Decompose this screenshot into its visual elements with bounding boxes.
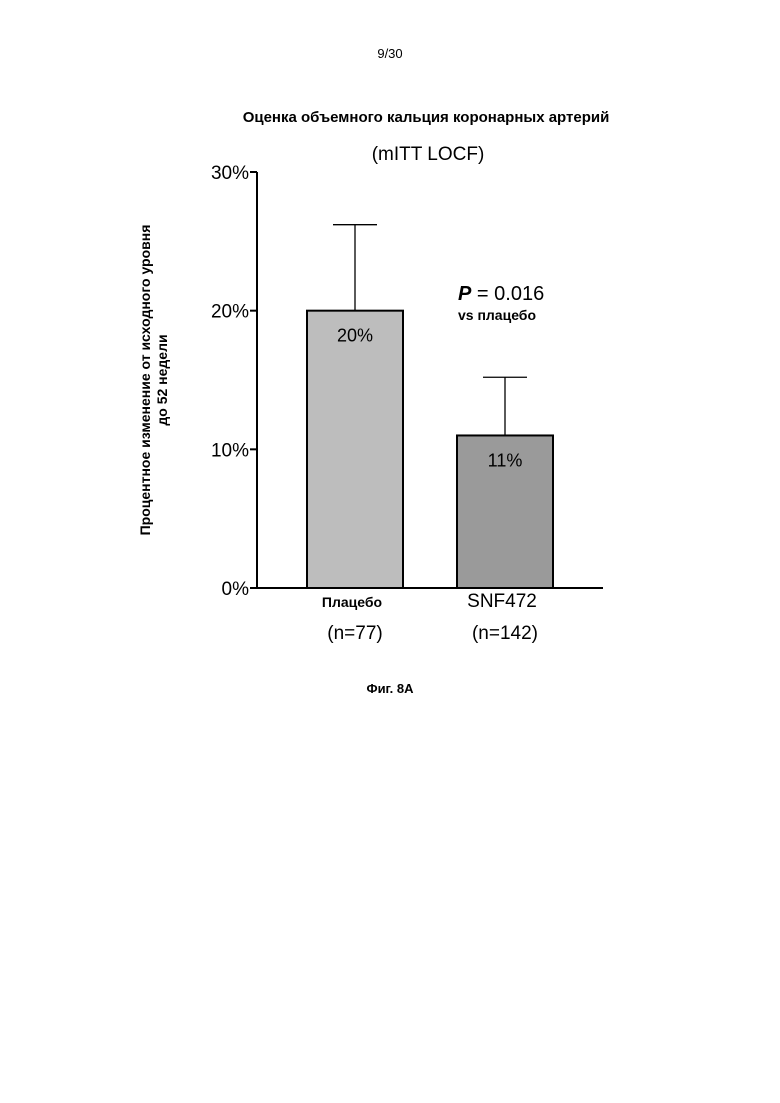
category-label: Плацебо (322, 594, 382, 610)
y-axis-label-line1: Процентное изменение от исходного уровня (137, 225, 153, 536)
y-tick-label: 10% (211, 440, 249, 461)
p-symbol: P (458, 283, 472, 305)
y-tick-label: 20% (211, 302, 249, 323)
bar (307, 311, 403, 588)
y-axis-label-line2: до 52 недели (154, 334, 170, 425)
bar-chart: (mITT LOCF) Процентное изменение от исхо… (0, 0, 780, 680)
y-tick-label: 0% (222, 579, 250, 600)
p-value-annotation: P = 0.016 (458, 283, 544, 305)
figure-caption: Фиг. 8А (0, 681, 780, 696)
bar-value-label: 11% (488, 450, 523, 470)
plot-area: 0% 10% 20% 30% 20% Плацебо (n=77) 11% SNF472 (n=1… (211, 163, 603, 644)
bar-value-label: 20% (337, 326, 373, 346)
category-label: SNF472 (467, 591, 537, 612)
category-n-label: (n=142) (472, 623, 538, 644)
y-tick-label: 30% (211, 163, 249, 184)
p-value-comparison: vs плацебо (458, 307, 536, 323)
chart-subtitle: (mITT LOCF) (372, 144, 485, 165)
category-n-label: (n=77) (327, 623, 382, 644)
p-value-text: = 0.016 (471, 283, 544, 305)
